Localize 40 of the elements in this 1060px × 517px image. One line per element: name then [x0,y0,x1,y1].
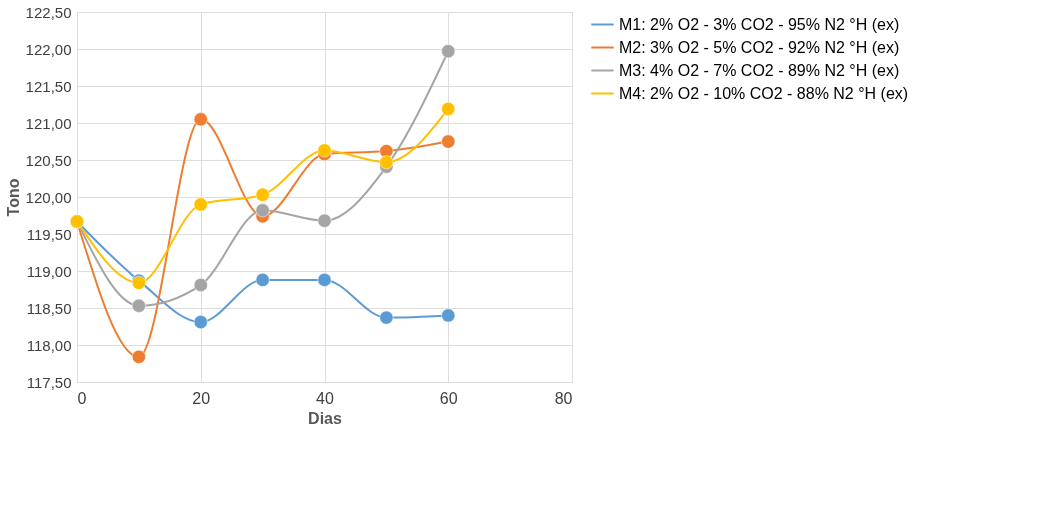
y-tick-label: 120,50 [25,151,72,169]
point [317,272,332,287]
point [255,203,270,218]
y-tick-label: 122,50 [25,3,72,21]
x-tick-label: 60 [439,389,458,407]
y-tick-label: 117,50 [26,373,72,391]
point [131,349,146,364]
point [441,308,456,323]
legend-label: M1: 2% O2 - 3% CO2 - 95% N2 °H (ex) [619,15,900,33]
legend-label: M4: 2% O2 - 10% CO2 - 88% N2 °H (ex) [619,84,909,102]
legend-label: M3: 4% O2 - 7% CO2 - 89% N2 °H (ex) [619,61,900,79]
y-tick-label: 118,00 [26,336,72,354]
point [441,134,456,149]
y-tick-label: 120,00 [25,188,72,206]
y-tick-label: 122,00 [25,40,72,58]
point [193,315,208,329]
x-tick-label: 40 [316,389,334,407]
y-tick-label: 121,00 [25,114,72,132]
point [441,44,456,59]
point [379,310,394,325]
x-axis-title: Dias [308,409,342,427]
x-tick-label: 80 [554,389,573,407]
point [255,272,270,287]
point [317,213,332,228]
point [255,187,270,202]
point [379,155,394,170]
point [441,102,456,116]
y-tick-label: 118,50 [26,299,72,317]
y-tick-label: 121,50 [25,77,72,95]
x-tick-label: 0 [77,389,87,407]
point [193,278,208,292]
point [193,112,208,127]
y-tick-label: 119,00 [26,262,72,280]
point [317,143,332,158]
legend-label: M2: 3% O2 - 5% CO2 - 92% N2 °H (ex) [619,38,900,56]
point [131,298,146,313]
point [193,197,208,212]
y-axis-title: Tono [4,178,22,217]
x-tick-label: 20 [192,389,211,407]
y-tick-label: 119,50 [26,225,72,243]
